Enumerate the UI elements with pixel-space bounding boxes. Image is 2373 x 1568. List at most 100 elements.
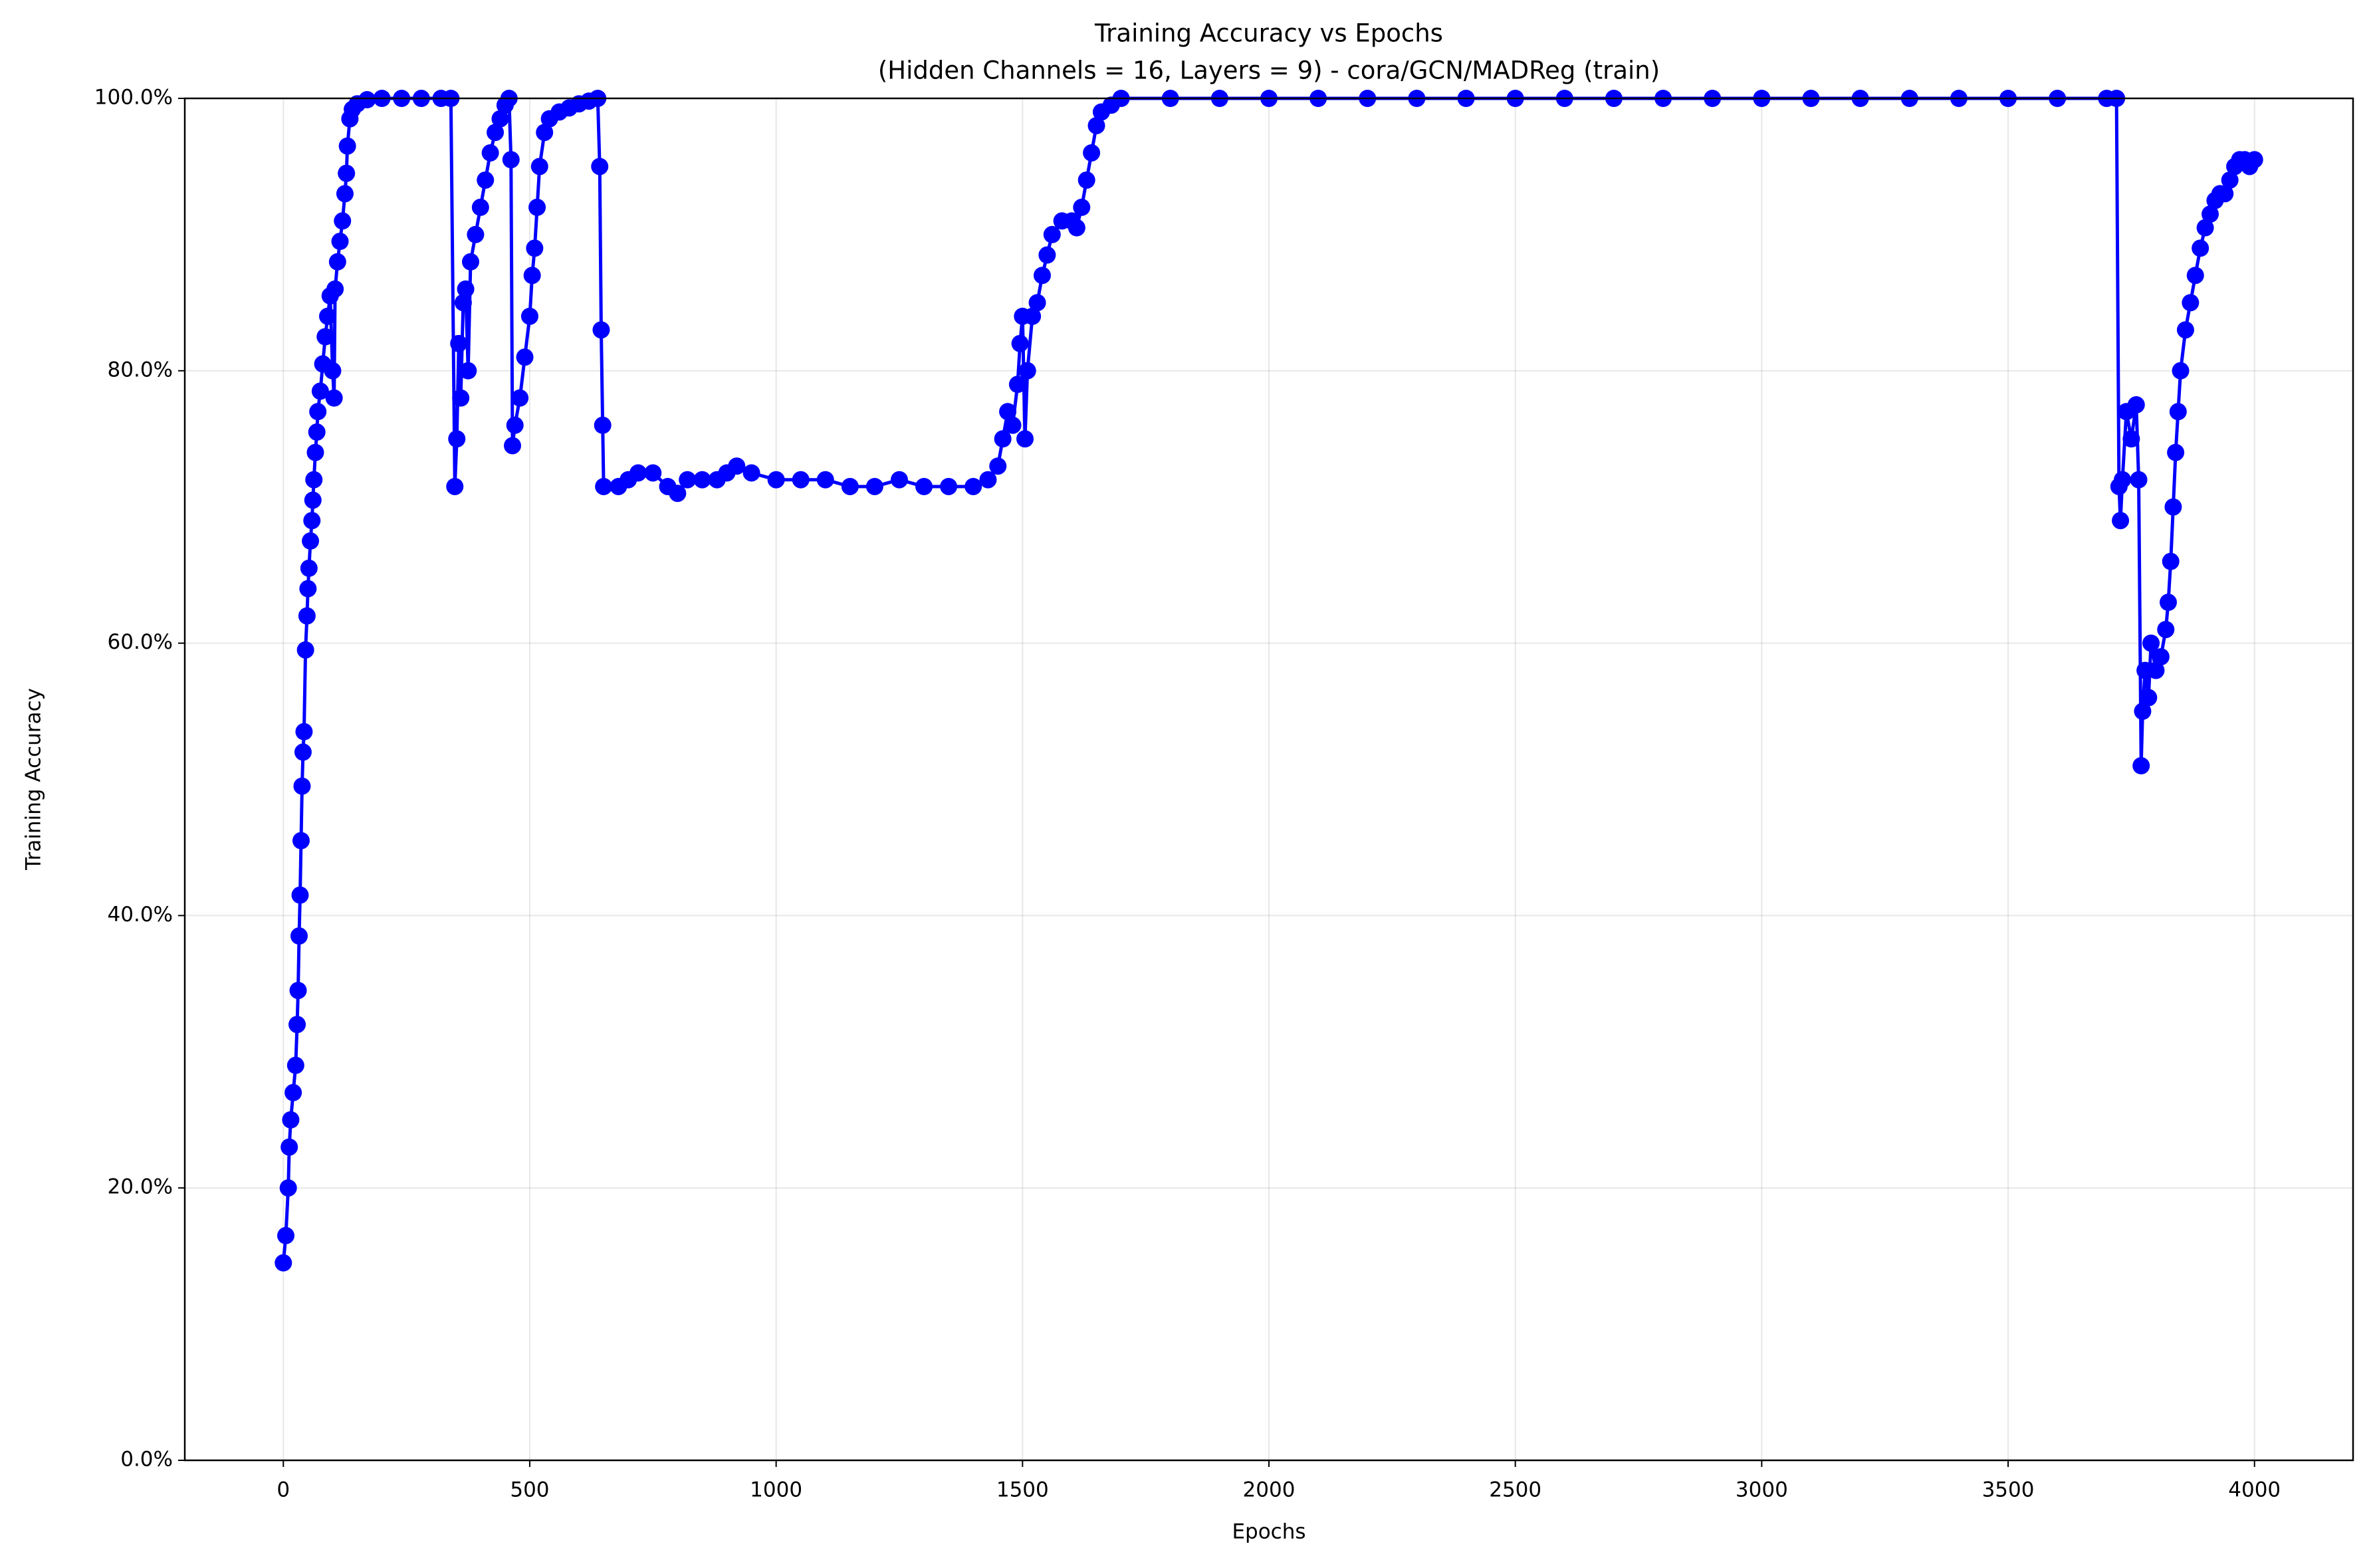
data-point [940,477,958,495]
data-point [989,457,1007,475]
y-tick-label: 60.0% [108,630,173,654]
data-point [324,362,342,380]
data-point [303,512,321,530]
data-point [358,91,376,109]
data-point [290,927,308,945]
data-point [516,348,534,366]
x-tick-label: 2000 [1243,1478,1296,1502]
data-point [1068,219,1085,237]
data-point [302,532,320,550]
data-point [299,580,317,598]
data-point [288,1016,306,1034]
data-point [282,1111,300,1129]
data-point [2134,703,2152,721]
data-point [277,1226,294,1244]
data-point [300,559,318,577]
data-point [446,477,464,495]
data-point [2152,648,2170,666]
data-point [679,471,697,489]
y-axis-label: Training Accuracy [22,688,46,871]
data-point [999,403,1017,421]
data-point [487,124,505,142]
data-point [338,137,356,155]
data-point [293,777,311,795]
data-point [530,158,548,175]
data-point [284,1083,302,1101]
data-point [452,389,470,407]
x-tick-label: 3000 [1736,1478,1788,1502]
data-point [964,477,982,495]
data-point [1024,307,1042,325]
data-point [504,437,522,455]
data-point [1083,144,1101,162]
data-point [2122,430,2140,448]
data-point [2142,634,2160,652]
data-point [1077,171,1095,189]
data-point [450,334,468,352]
data-point [506,416,524,434]
data-point [457,280,475,298]
data-point [331,233,349,251]
data-point [296,641,314,659]
data-point [792,471,810,489]
plot-frame [183,97,2354,1462]
data-point [1038,246,1056,264]
data-point [644,464,662,482]
data-point [890,471,908,489]
data-point [477,171,495,189]
data-point [1018,362,1036,380]
data-point [1033,267,1051,284]
data-point [2196,219,2214,237]
data-point [629,464,647,482]
x-axis-label: Epochs [1232,1520,1305,1544]
data-point [1073,198,1091,216]
data-point [448,430,466,448]
data-point [528,198,546,216]
data-point [2216,185,2234,203]
data-point [318,307,336,325]
x-tick-label: 0 [277,1478,290,1502]
data-point [2167,443,2185,461]
x-tick-label: 1500 [996,1478,1049,1502]
data-point [471,198,489,216]
data-point [536,124,554,142]
data-point [742,464,760,482]
data-point [2112,512,2130,530]
data-point [2164,498,2182,516]
x-tick-label: 500 [510,1478,549,1502]
data-point [309,403,327,421]
y-tick-label: 80.0% [108,358,173,382]
data-point [1087,116,1105,134]
data-point [767,471,785,489]
data-point [308,423,326,441]
data-point [2147,661,2165,679]
data-point [2202,205,2219,223]
data-point [305,471,323,489]
data-point [2182,294,2200,312]
data-point [311,382,329,400]
data-point [316,328,334,346]
x-tick-label: 1000 [750,1478,802,1502]
data-point [1004,416,1022,434]
x-tick-label: 2500 [1489,1478,1541,1502]
data-point [338,164,356,182]
data-point [520,307,538,325]
data-point [2176,321,2194,339]
y-tick-label: 20.0% [108,1175,173,1199]
data-point [326,280,344,298]
data-point [2186,267,2204,284]
data-point [459,362,477,380]
data-point [2162,552,2180,570]
data-point [591,158,609,175]
data-point [669,485,687,503]
data-point [526,239,544,257]
data-point [915,477,933,495]
data-point [286,1056,304,1074]
data-point [592,321,610,339]
data-point [334,212,352,230]
data-point [481,144,499,162]
data-point [294,743,312,761]
data-point [328,253,346,271]
